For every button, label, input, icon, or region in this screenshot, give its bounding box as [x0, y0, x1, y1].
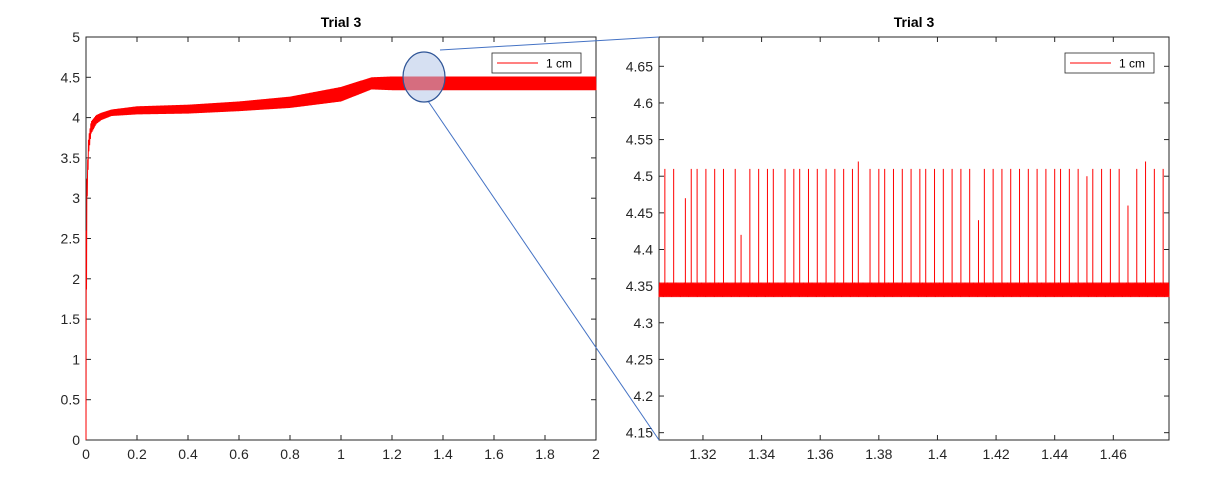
y-tick-label-right: 4.25 — [626, 351, 653, 367]
y-tick-label-right: 4.55 — [626, 132, 653, 148]
series-left — [85, 76, 597, 441]
y-tick-label-left: 4 — [72, 110, 80, 126]
y-tick-label-right: 4.2 — [634, 388, 654, 404]
x-tick-label-left: 2 — [592, 446, 600, 462]
zoom-circle — [402, 51, 446, 103]
series-right — [658, 161, 1170, 298]
ticks-left: 0 0.2 0.4 0.6 0.8 1 1.2 1.4 1.6 1.8 2 0 0.5 1 1.5 2 2.5 3… — [61, 29, 601, 462]
y-tick-label-right: 4.15 — [626, 425, 653, 441]
y-tick-label-right: 4.45 — [626, 205, 653, 221]
zoom-connector-top — [439, 36, 660, 51]
x-tick-label-right: 1.4 — [928, 446, 948, 462]
y-tick-label-right: 4.4 — [634, 241, 654, 257]
x-tick-label-left: 0.2 — [127, 446, 147, 462]
legend-left: 1 cm — [491, 52, 582, 74]
y-tick-label-left: 0 — [72, 432, 80, 448]
zoom-connector-bottom — [427, 100, 660, 441]
x-tick-label-right: 1.44 — [1041, 446, 1068, 462]
y-tick-label-left: 5 — [72, 29, 80, 45]
y-tick-label-left: 1.5 — [61, 311, 81, 327]
y-tick-label-left: 3.5 — [61, 150, 81, 166]
y-tick-label-left: 2 — [72, 271, 80, 287]
chart-left: Trial 3 0 0.2 0.4 0.6 0.8 1 1.2 1.4 1.6 1.8 2 0 0.5 1… — [61, 14, 601, 462]
ticks-right: 1.32 1.34 1.36 1.38 1.4 1.42 1.44 1.46 4.15 4.2 4.… — [626, 37, 1169, 462]
series-line-left — [85, 76, 597, 441]
series-baseline-right — [658, 282, 1170, 298]
y-tick-label-left: 1 — [72, 351, 80, 367]
x-tick-label-left: 0.8 — [280, 446, 300, 462]
x-tick-label-right: 1.38 — [865, 446, 892, 462]
x-tick-label-left: 1 — [337, 446, 345, 462]
axes-box-right — [658, 36, 1170, 441]
y-tick-label-right: 4.3 — [634, 315, 654, 331]
y-tick-label-left: 4.5 — [61, 69, 81, 85]
x-tick-label-right: 1.32 — [689, 446, 716, 462]
x-tick-label-left: 0.4 — [178, 446, 198, 462]
x-tick-label-left: 1.8 — [535, 446, 555, 462]
x-tick-label-left: 1.2 — [382, 446, 402, 462]
chart-title-left: Trial 3 — [321, 14, 362, 30]
x-tick-label-right: 1.46 — [1100, 446, 1127, 462]
zoom-annotation — [402, 36, 660, 441]
y-tick-label-right: 4.35 — [626, 278, 653, 294]
y-tick-label-left: 3 — [72, 190, 80, 206]
x-tick-label-left: 1.6 — [484, 446, 504, 462]
legend-right: 1 cm — [1064, 52, 1155, 74]
x-tick-label-right: 1.36 — [807, 446, 834, 462]
chart-title-right: Trial 3 — [894, 14, 935, 30]
x-tick-label-right: 1.34 — [748, 446, 775, 462]
chart-right: Trial 3 1.32 1.34 1.36 1.38 1.4 1.42 1.44 1.46 4… — [626, 14, 1170, 462]
y-tick-label-left: 2.5 — [61, 231, 81, 247]
legend-label-left: 1 cm — [546, 57, 572, 71]
x-tick-label-left: 0 — [82, 446, 90, 462]
y-tick-label-right: 4.65 — [626, 58, 653, 74]
axes-box-left — [85, 36, 597, 441]
x-tick-label-left: 1.4 — [433, 446, 453, 462]
y-tick-label-right: 4.6 — [634, 95, 654, 111]
x-tick-label-right: 1.42 — [982, 446, 1009, 462]
y-tick-label-right: 4.5 — [634, 168, 654, 184]
x-tick-label-left: 0.6 — [229, 446, 249, 462]
y-tick-label-left: 0.5 — [61, 392, 81, 408]
legend-label-right: 1 cm — [1119, 57, 1145, 71]
